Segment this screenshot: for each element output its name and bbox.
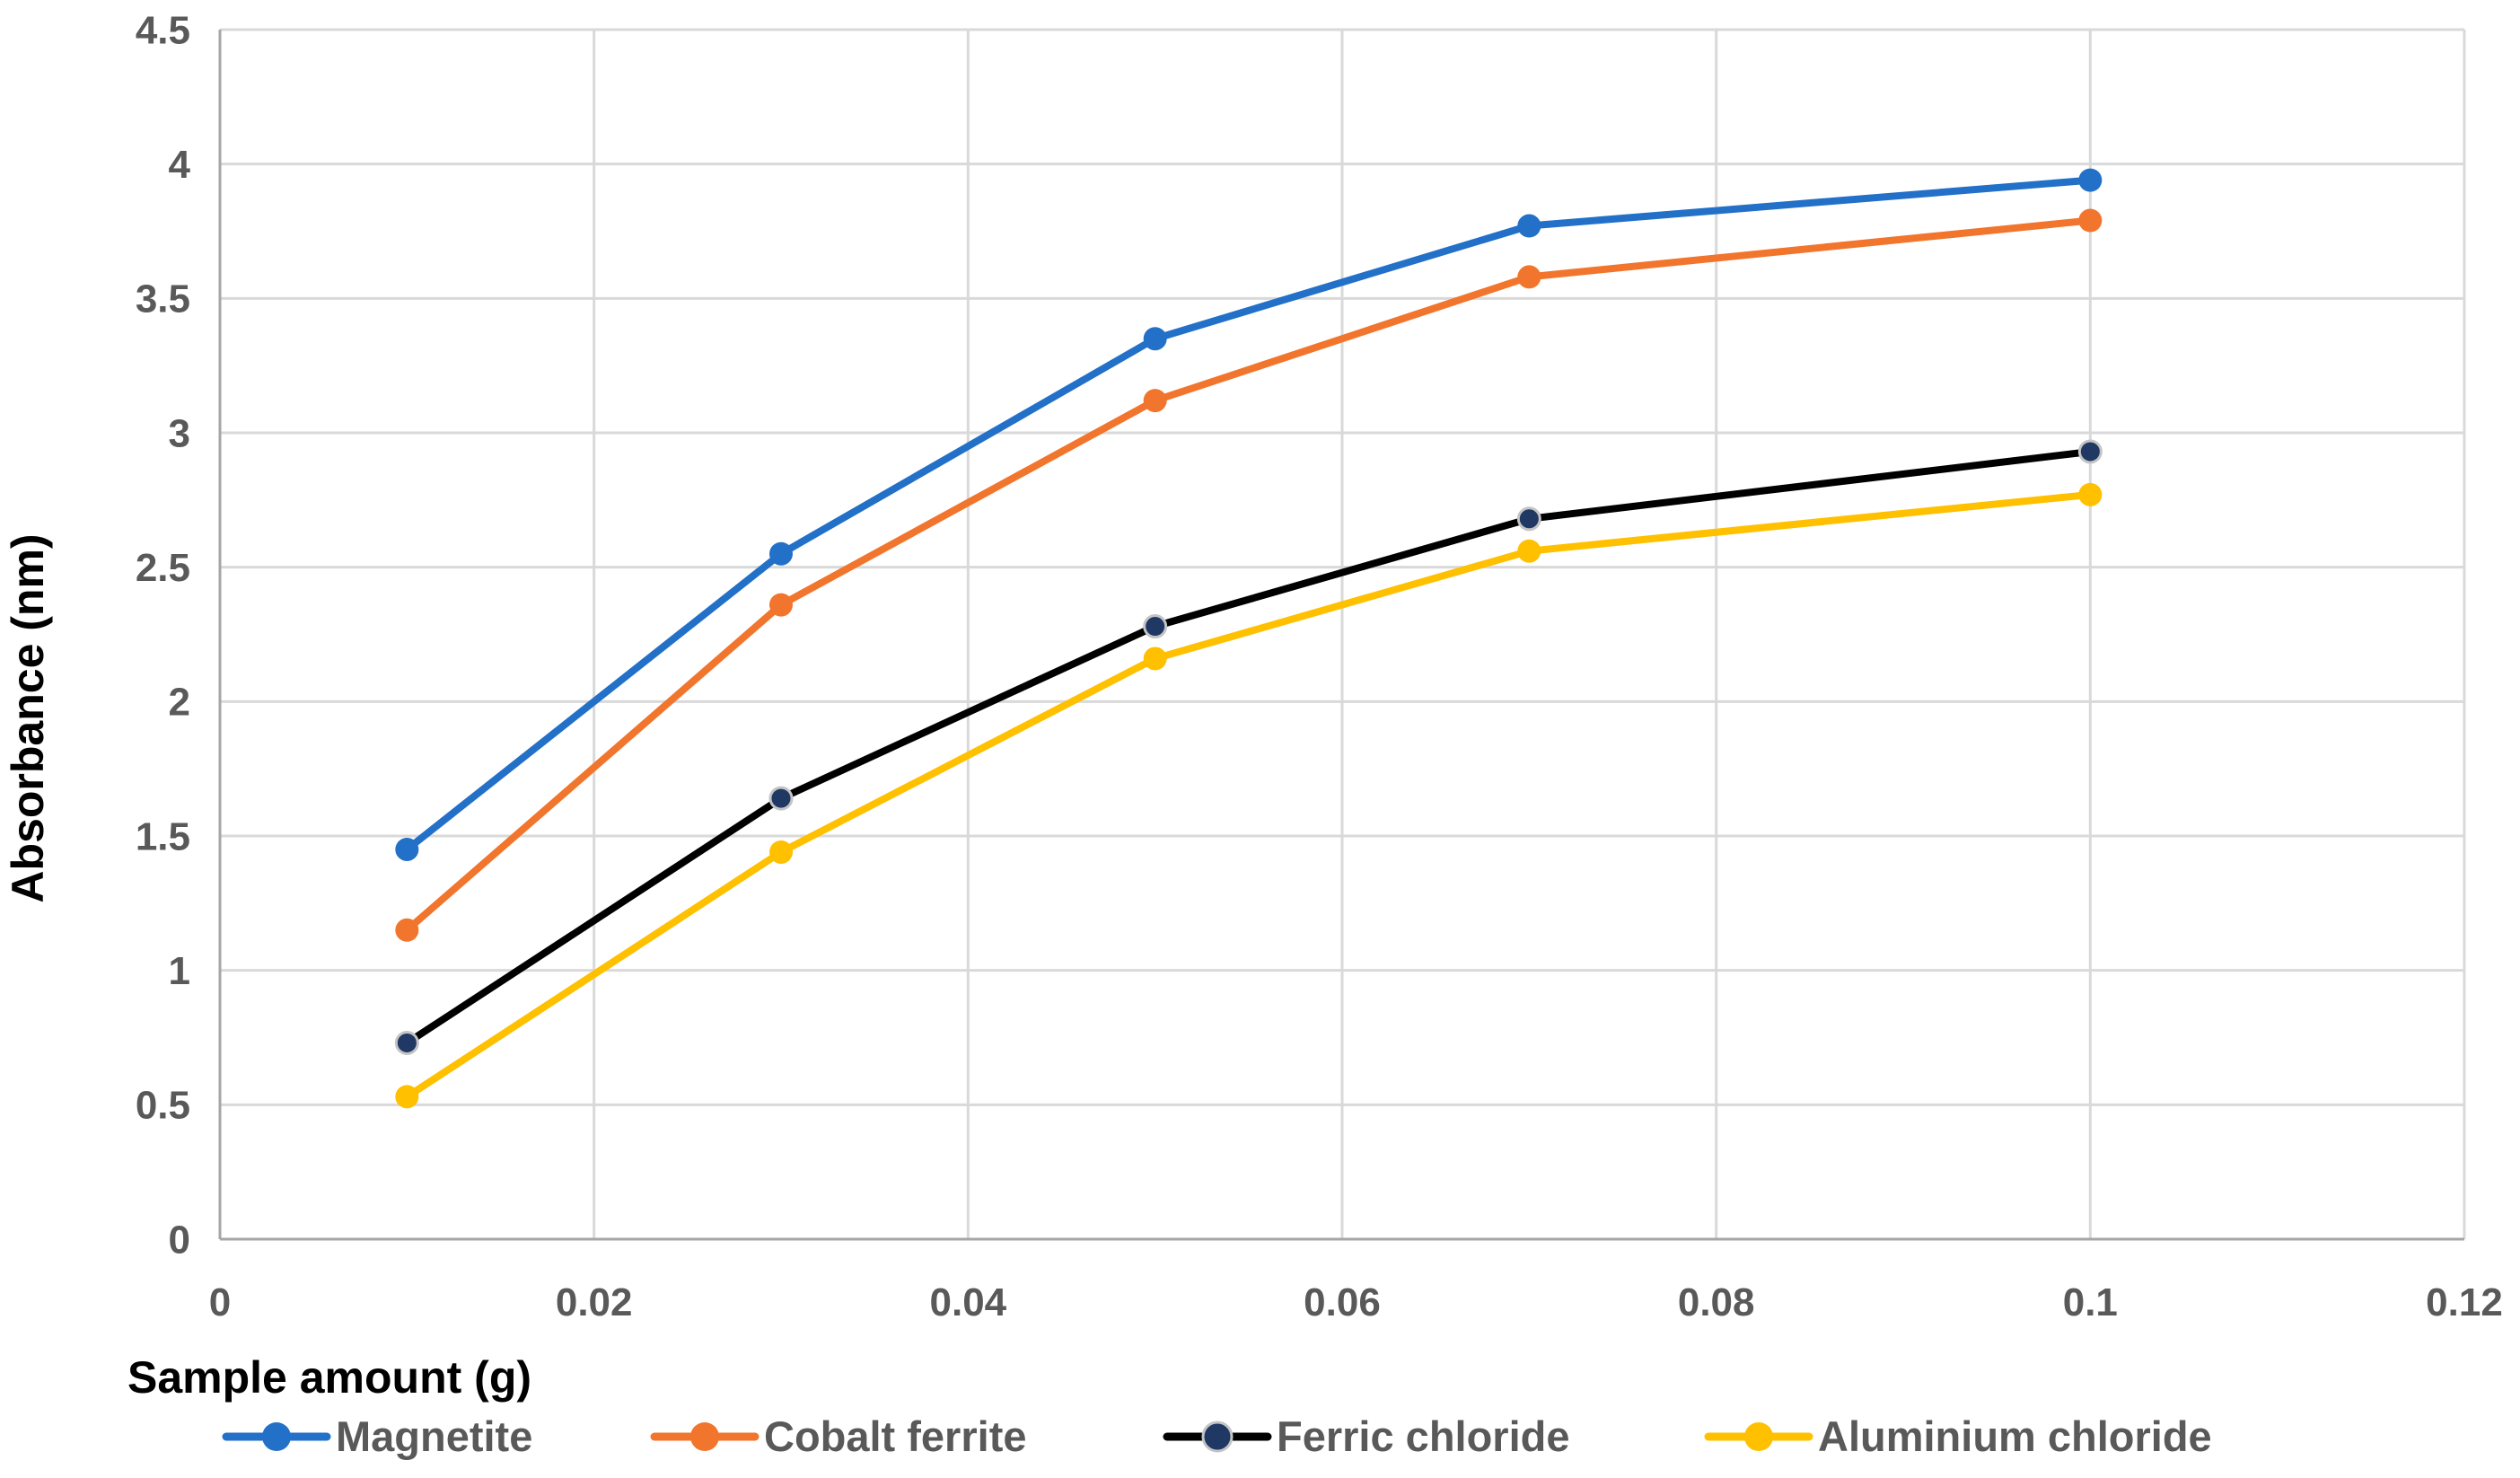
data-point-cobalt-ferrite-4 xyxy=(2078,208,2103,233)
data-point-magnetite-0 xyxy=(395,837,419,861)
y-axis-title: Absorbance (nm) xyxy=(3,533,53,902)
legend-marker-ferric-chloride-icon xyxy=(1201,1421,1234,1453)
legend-label-ferric-chloride: Ferric chloride xyxy=(1277,1412,1570,1460)
x-tick-label: 0.02 xyxy=(556,1280,633,1324)
data-point-cobalt-ferrite-3 xyxy=(1517,265,1541,289)
data-point-aluminium-chloride-3 xyxy=(1517,539,1541,563)
x-tick-label: 0.04 xyxy=(930,1280,1007,1324)
data-point-ferric-chloride-2 xyxy=(1143,614,1168,639)
data-point-cobalt-ferrite-0 xyxy=(395,918,419,942)
x-tick-label: 0 xyxy=(209,1280,231,1324)
series-line-cobalt-ferrite xyxy=(403,216,2094,934)
data-point-magnetite-3 xyxy=(1517,214,1541,238)
y-tick-label: 2 xyxy=(169,681,190,725)
legend-marker-aluminium-chloride-icon xyxy=(1744,1422,1773,1451)
y-tick-label: 1.5 xyxy=(136,814,190,858)
y-tick-label: 3.5 xyxy=(136,277,190,321)
data-point-cobalt-ferrite-2 xyxy=(1143,389,1167,413)
x-tick-label: 0.06 xyxy=(1304,1280,1381,1324)
data-point-ferric-chloride-3 xyxy=(1516,506,1541,532)
y-tick-label: 4 xyxy=(169,143,191,187)
data-point-aluminium-chloride-4 xyxy=(2078,482,2103,506)
y-tick-label: 4.5 xyxy=(136,8,190,52)
legend-label-cobalt-ferrite: Cobalt ferrite xyxy=(764,1412,1027,1460)
data-point-aluminium-chloride-2 xyxy=(1143,647,1167,671)
data-point-ferric-chloride-1 xyxy=(768,786,794,811)
y-tick-label: 2.5 xyxy=(136,546,190,590)
legend-label-aluminium-chloride: Aluminium chloride xyxy=(1818,1412,2212,1460)
series-line-magnetite xyxy=(403,176,2094,853)
y-tick-label: 0.5 xyxy=(136,1084,190,1128)
data-point-aluminium-chloride-1 xyxy=(769,840,793,864)
data-point-cobalt-ferrite-1 xyxy=(769,593,793,617)
x-tick-label: 0.1 xyxy=(2063,1280,2118,1324)
y-tick-label: 1 xyxy=(169,949,190,993)
y-tick-label: 3 xyxy=(169,411,190,455)
data-point-ferric-chloride-4 xyxy=(2077,439,2103,464)
legend-marker-cobalt-ferrite-icon xyxy=(690,1422,719,1451)
x-tick-label: 0.08 xyxy=(1678,1280,1755,1324)
data-point-magnetite-2 xyxy=(1143,327,1167,351)
x-axis-title: Sample amount (g) xyxy=(127,1352,531,1403)
series-line-ferric-chloride xyxy=(403,447,2094,1047)
legend-label-magnetite: Magnetite xyxy=(336,1412,532,1460)
data-point-magnetite-1 xyxy=(769,541,793,566)
data-point-ferric-chloride-0 xyxy=(394,1030,419,1055)
legend-marker-magnetite-icon xyxy=(262,1422,291,1451)
x-tick-label: 0.12 xyxy=(2426,1280,2503,1324)
data-point-aluminium-chloride-0 xyxy=(395,1085,419,1109)
series-line-aluminium-chloride xyxy=(403,490,2094,1101)
y-tick-label: 0 xyxy=(169,1218,190,1262)
data-point-magnetite-4 xyxy=(2078,168,2103,192)
